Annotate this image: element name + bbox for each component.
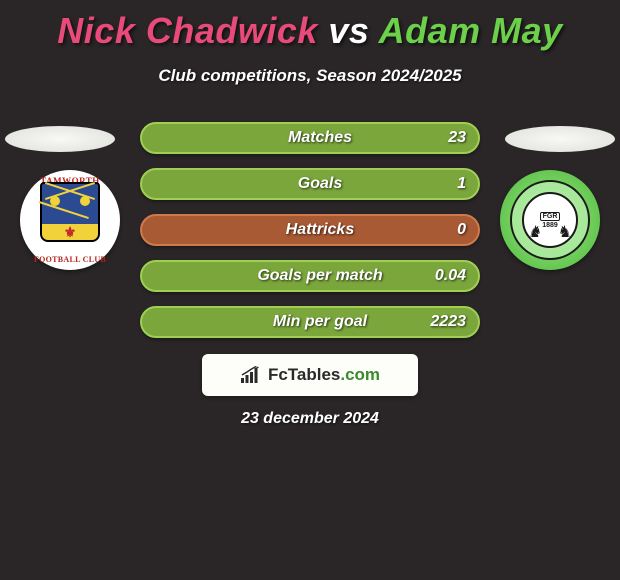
chart-icon bbox=[240, 366, 262, 384]
brand-prefix: FcTables bbox=[268, 365, 340, 384]
player2-name: Adam May bbox=[379, 10, 563, 51]
club-right-year: 1889 bbox=[542, 222, 558, 229]
stat-row-hattricks: Hattricks 0 bbox=[140, 214, 480, 246]
comparison-card: Nick Chadwick vs Adam May Club competiti… bbox=[0, 0, 620, 580]
club-right-label: FGR bbox=[540, 212, 561, 221]
vs-text: vs bbox=[328, 10, 369, 51]
club-right-ring: ♞ ♞ FGR 1889 bbox=[510, 180, 590, 260]
stat-label: Hattricks bbox=[142, 221, 478, 239]
stat-row-gpm: Goals per match 0.04 bbox=[140, 260, 480, 292]
club-badge-right: ♞ ♞ FGR 1889 bbox=[500, 170, 600, 270]
stat-value: 1 bbox=[457, 175, 466, 193]
player1-name: Nick Chadwick bbox=[57, 10, 318, 51]
club-badge-left: TAMWORTH ⚜ FOOTBALL CLUB bbox=[20, 170, 120, 270]
subtitle: Club competitions, Season 2024/2025 bbox=[0, 66, 620, 86]
club-left-shield: ⚜ bbox=[33, 180, 107, 260]
stats-panel: Matches 23 Goals 1 Hattricks 0 Goals per… bbox=[140, 122, 480, 352]
right-ellipse-shadow bbox=[505, 126, 615, 152]
date-text: 23 december 2024 bbox=[0, 410, 620, 428]
page-title: Nick Chadwick vs Adam May bbox=[0, 0, 620, 52]
brand-footer[interactable]: FcTables.com bbox=[202, 354, 418, 396]
lion-icon-right: ♞ bbox=[558, 222, 572, 242]
stat-value: 0.04 bbox=[435, 267, 466, 285]
stat-value: 2223 bbox=[430, 313, 466, 331]
stat-row-matches: Matches 23 bbox=[140, 122, 480, 154]
fleur-icon: ⚜ bbox=[64, 224, 77, 241]
stat-row-mpg: Min per goal 2223 bbox=[140, 306, 480, 338]
stat-label: Min per goal bbox=[142, 313, 478, 331]
left-ellipse-shadow bbox=[5, 126, 115, 152]
stat-value: 23 bbox=[448, 129, 466, 147]
club-right-center: ♞ ♞ FGR 1889 bbox=[522, 192, 578, 248]
stat-label: Matches bbox=[142, 129, 478, 147]
brand-text: FcTables.com bbox=[268, 365, 380, 385]
stat-label: Goals per match bbox=[142, 267, 478, 285]
brand-suffix: .com bbox=[340, 365, 380, 384]
club-left-sub: FOOTBALL CLUB bbox=[20, 255, 120, 264]
stat-value: 0 bbox=[457, 221, 466, 239]
lion-icon-left: ♞ bbox=[528, 222, 542, 242]
stat-label: Goals bbox=[142, 175, 478, 193]
stat-row-goals: Goals 1 bbox=[140, 168, 480, 200]
